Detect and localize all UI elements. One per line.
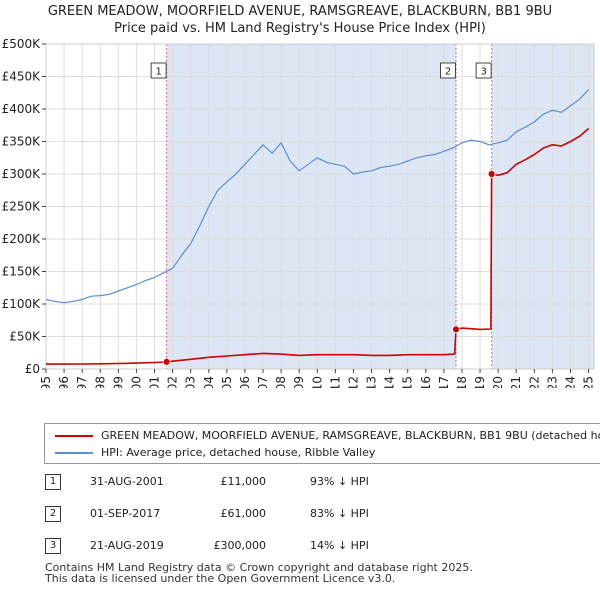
legend-hpi-swatch xyxy=(55,452,93,454)
sale-date: 21-AUG-2019 xyxy=(90,539,164,552)
x-tick-label: 2016 xyxy=(419,376,433,388)
legend-property-label: GREEN MEADOW, MOORFIELD AVENUE, RAMSGREA… xyxy=(101,429,600,442)
x-tick-label: 2009 xyxy=(292,376,306,388)
sale-row: 1 31-AUG-2001 £11,000 93% ↓ HPI xyxy=(0,474,600,494)
x-tick-label: 2010 xyxy=(310,376,324,388)
sale-marker-label: 1 xyxy=(155,67,161,78)
sale-marker-label: 3 xyxy=(480,67,486,78)
x-tick-label: 2005 xyxy=(220,376,234,388)
y-tick-label: £300K xyxy=(2,167,42,181)
sale-marker-badge xyxy=(475,62,492,79)
sale-marker-label: 2 xyxy=(445,67,451,78)
x-tick-label: 2001 xyxy=(148,376,162,388)
y-tick-label: £0 xyxy=(25,362,40,376)
x-tick-label: 1996 xyxy=(57,376,71,388)
y-axis-ticks: £0 £50K £100K £150K £200K £250K £300K £350K £400… xyxy=(2,38,46,376)
y-tick-label: £500K xyxy=(2,38,42,51)
x-tick-label: 2004 xyxy=(202,376,216,388)
sale-point xyxy=(162,357,171,366)
sale-hpi-relation: 83% ↓ HPI xyxy=(310,507,369,520)
y-tick-label: £50K xyxy=(9,330,41,344)
chart-title-line-1: GREEN MEADOW, MOORFIELD AVENUE, RAMSGREA… xyxy=(47,4,553,19)
y-tick-label: £250K xyxy=(2,200,42,214)
x-tick-label: 2002 xyxy=(166,376,180,388)
sale-hpi-relation: 14% ↓ HPI xyxy=(310,539,369,552)
x-tick-label: 2006 xyxy=(238,376,252,388)
price-chart: 1 2 3 £0 £50K £100K £150K £200K £250K £300K £350K… xyxy=(2,38,596,388)
x-tick-label: 2018 xyxy=(455,376,469,388)
x-tick-label: 2003 xyxy=(184,376,198,388)
footer-copyright: Contains HM Land Registry data © Crown c… xyxy=(45,561,473,574)
sale-marker-badge xyxy=(150,62,167,79)
x-tick-label: 2015 xyxy=(401,376,415,388)
x-tick-label: 2017 xyxy=(437,376,451,388)
sale-date: 31-AUG-2001 xyxy=(90,475,164,488)
sale-point xyxy=(487,170,496,178)
x-tick-label: 2000 xyxy=(129,376,143,388)
sale-row: 2 01-SEP-2017 £61,000 83% ↓ HPI xyxy=(0,506,600,526)
sale-number-badge: 2 xyxy=(45,506,61,522)
y-tick-label: £400K xyxy=(2,102,42,116)
x-tick-label: 1998 xyxy=(93,376,107,388)
legend: GREEN MEADOW, MOORFIELD AVENUE, RAMSGREA… xyxy=(44,423,600,464)
sale-marker-badge xyxy=(440,62,457,79)
chart-title-line-2: Price paid vs. HM Land Registry's House … xyxy=(114,21,486,36)
x-tick-label: 1999 xyxy=(111,376,125,388)
x-axis-ticks: 1995 1996 1997 1998 1999 2000 2001 2002 2003 2004… xyxy=(39,369,596,388)
y-tick-label: £100K xyxy=(2,297,42,311)
y-tick-label: £450K xyxy=(2,70,42,84)
x-tick-label: 2014 xyxy=(383,376,397,388)
sale-row: 3 21-AUG-2019 £300,000 14% ↓ HPI xyxy=(0,538,600,558)
sale-vertical-lines: 1 2 3 xyxy=(150,44,493,369)
sale-price: £300,000 xyxy=(213,539,267,552)
x-tick-label: 2021 xyxy=(509,376,523,388)
sale-number-badge: 1 xyxy=(45,474,61,490)
x-tick-label: 2019 xyxy=(473,376,487,388)
sale-markers xyxy=(162,170,496,366)
x-tick-label: 2025 xyxy=(582,376,596,388)
sale-point xyxy=(452,325,460,334)
x-tick-label: 2008 xyxy=(274,376,288,388)
x-tick-label: 2024 xyxy=(563,376,577,388)
x-tick-label: 2023 xyxy=(545,376,559,388)
x-tick-label: 2011 xyxy=(328,376,342,388)
y-tick-label: £200K xyxy=(2,232,42,246)
x-tick-label: 2007 xyxy=(256,376,270,388)
footer-licence: This data is licensed under the Open Gov… xyxy=(45,572,396,585)
x-tick-label: 1997 xyxy=(75,376,89,388)
x-tick-label: 2022 xyxy=(527,376,541,388)
sale-price: £11,000 xyxy=(220,475,267,488)
sale-price: £61,000 xyxy=(220,507,267,520)
y-tick-label: £350K xyxy=(2,135,42,149)
legend-hpi-label: HPI: Average price, detached house, Ribb… xyxy=(101,446,376,459)
hpi-line xyxy=(45,89,590,304)
y-tick-label: £150K xyxy=(2,265,42,279)
x-tick-label: 2012 xyxy=(346,376,360,388)
sale-date: 01-SEP-2017 xyxy=(90,507,161,520)
legend-property-swatch xyxy=(55,435,93,437)
sale-number-badge: 3 xyxy=(45,538,61,554)
x-tick-label: 2013 xyxy=(365,376,379,388)
sale-hpi-relation: 93% ↓ HPI xyxy=(310,475,369,488)
x-tick-label: 1995 xyxy=(39,376,53,388)
x-tick-label: 2020 xyxy=(491,376,505,388)
